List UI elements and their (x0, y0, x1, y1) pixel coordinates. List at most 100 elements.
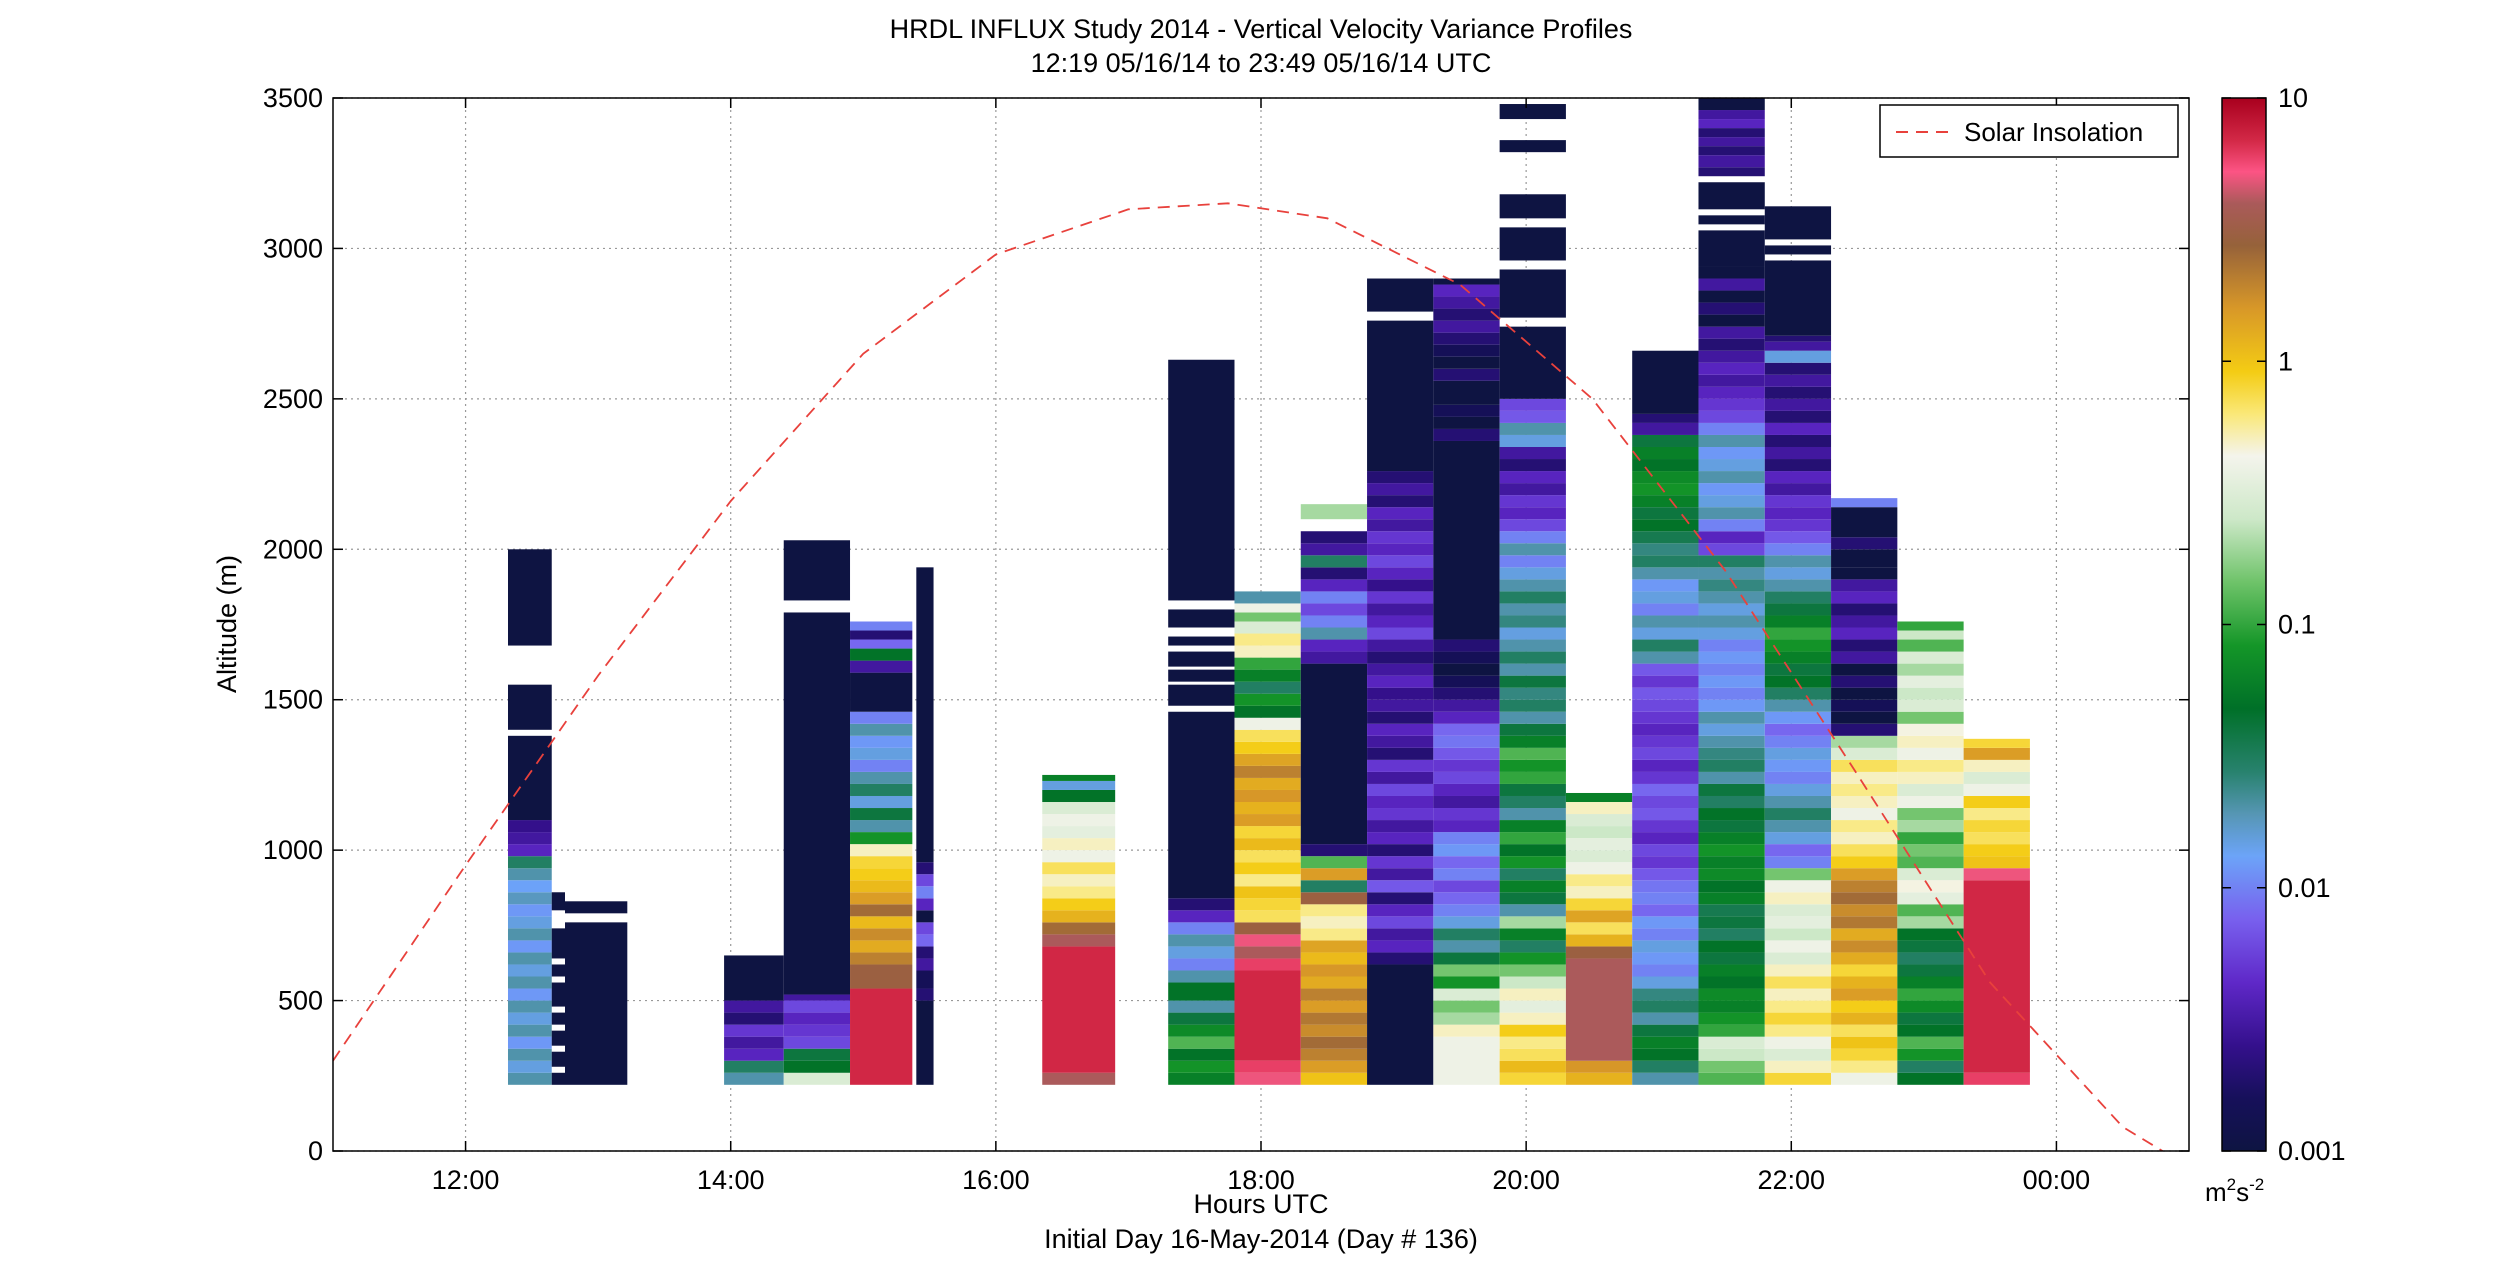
variance-cell (1499, 747, 1566, 760)
variance-cell (1764, 904, 1832, 917)
variance-cell (1300, 844, 1368, 857)
variance-cell (507, 916, 552, 929)
variance-cell (1632, 350, 1699, 414)
variance-cell (1698, 230, 1765, 267)
variance-cell (1632, 916, 1699, 929)
variance-cell (1963, 738, 2030, 748)
variance-cell (1300, 988, 1368, 1001)
variance-cell (1433, 964, 1500, 977)
variance-cell (850, 916, 913, 929)
variance-cell (1632, 603, 1699, 616)
variance-cell (1698, 615, 1765, 628)
variance-cell (507, 988, 552, 1001)
variance-cell (1764, 1024, 1832, 1037)
variance-cell (1764, 820, 1832, 833)
profile-column (1632, 350, 1699, 1085)
variance-cell (1168, 651, 1235, 667)
variance-cell (1234, 741, 1301, 754)
variance-cell (783, 540, 851, 601)
variance-cell (783, 1024, 851, 1037)
variance-cell (1367, 868, 1434, 881)
variance-cell (1565, 838, 1633, 851)
variance-cell (1042, 1072, 1116, 1085)
variance-cell (1499, 483, 1566, 496)
variance-cell (1764, 699, 1832, 712)
profile-column (1168, 359, 1235, 1085)
variance-cell (1897, 630, 1964, 640)
variance-cell (1168, 1072, 1235, 1085)
variance-cell (850, 868, 913, 881)
variance-cell (1042, 774, 1116, 781)
variance-cell (1698, 651, 1765, 664)
variance-cell (1042, 802, 1116, 815)
variance-cell (1367, 687, 1434, 700)
variance-cell (1897, 699, 1964, 712)
variance-cell (1632, 904, 1699, 917)
variance-cell (1042, 874, 1116, 887)
variance-cell (1367, 615, 1434, 628)
variance-cell (1433, 687, 1500, 700)
variance-cell (1499, 227, 1566, 261)
profile-column (916, 567, 934, 1085)
variance-cell (1300, 504, 1368, 520)
variance-cell (1963, 795, 2030, 809)
variance-cell (1234, 838, 1301, 851)
variance-cell (1433, 296, 1500, 309)
variance-cell (1168, 934, 1235, 947)
variance-cell (1698, 137, 1765, 147)
variance-cell (1367, 723, 1434, 736)
variance-cell (1897, 928, 1964, 941)
variance-cell (1831, 591, 1898, 604)
variance-cell (1433, 844, 1500, 857)
variance-cell (1632, 988, 1699, 1001)
profile-column (1831, 498, 1898, 1085)
variance-cell (1499, 856, 1566, 869)
variance-cell (1698, 711, 1765, 724)
variance-cell (1433, 976, 1500, 989)
variance-cell (1234, 612, 1301, 622)
variance-cell (1367, 771, 1434, 784)
variance-cell (850, 783, 913, 796)
variance-cell (1234, 633, 1301, 646)
variance-cell (1300, 627, 1368, 640)
variance-cell (1499, 269, 1566, 318)
variance-cell (1963, 759, 2030, 772)
y-tick-label: 1000 (263, 835, 323, 865)
variance-cell (724, 1036, 784, 1049)
variance-cell (1698, 422, 1765, 435)
variance-cell (1632, 483, 1699, 496)
variance-cell (1234, 1060, 1301, 1073)
variance-cell (1433, 675, 1500, 688)
variance-cell (1367, 531, 1434, 544)
variance-cell (1698, 434, 1765, 447)
variance-cell (1168, 958, 1235, 971)
variance-cell (507, 1000, 552, 1013)
variance-cell (1831, 498, 1898, 508)
variance-cell (1698, 952, 1765, 965)
profile-column (507, 549, 552, 1085)
profile-column (724, 955, 784, 1085)
colorbar-tick-label: 1 (2278, 346, 2293, 376)
variance-cell (850, 844, 913, 857)
variance-cell (1300, 615, 1368, 628)
variance-cell (1698, 904, 1765, 917)
variance-cell (1698, 290, 1765, 303)
variance-cell (507, 1048, 552, 1061)
variance-cell (1234, 621, 1301, 634)
variance-cell (1499, 1048, 1566, 1061)
variance-cell (1831, 771, 1898, 784)
variance-cell (1764, 1000, 1832, 1013)
y-tick-label: 500 (278, 986, 323, 1016)
variance-cell (551, 1051, 565, 1067)
variance-cell (1168, 684, 1235, 706)
variance-cell (1367, 699, 1434, 712)
variance-cell (1499, 663, 1566, 676)
variance-cell (1632, 820, 1699, 833)
profile-column (1234, 591, 1301, 1085)
variance-cell (1499, 892, 1566, 905)
variance-cell (1433, 916, 1500, 929)
variance-cell (1698, 892, 1765, 905)
variance-cell (1764, 483, 1832, 496)
variance-cell (1168, 669, 1235, 682)
